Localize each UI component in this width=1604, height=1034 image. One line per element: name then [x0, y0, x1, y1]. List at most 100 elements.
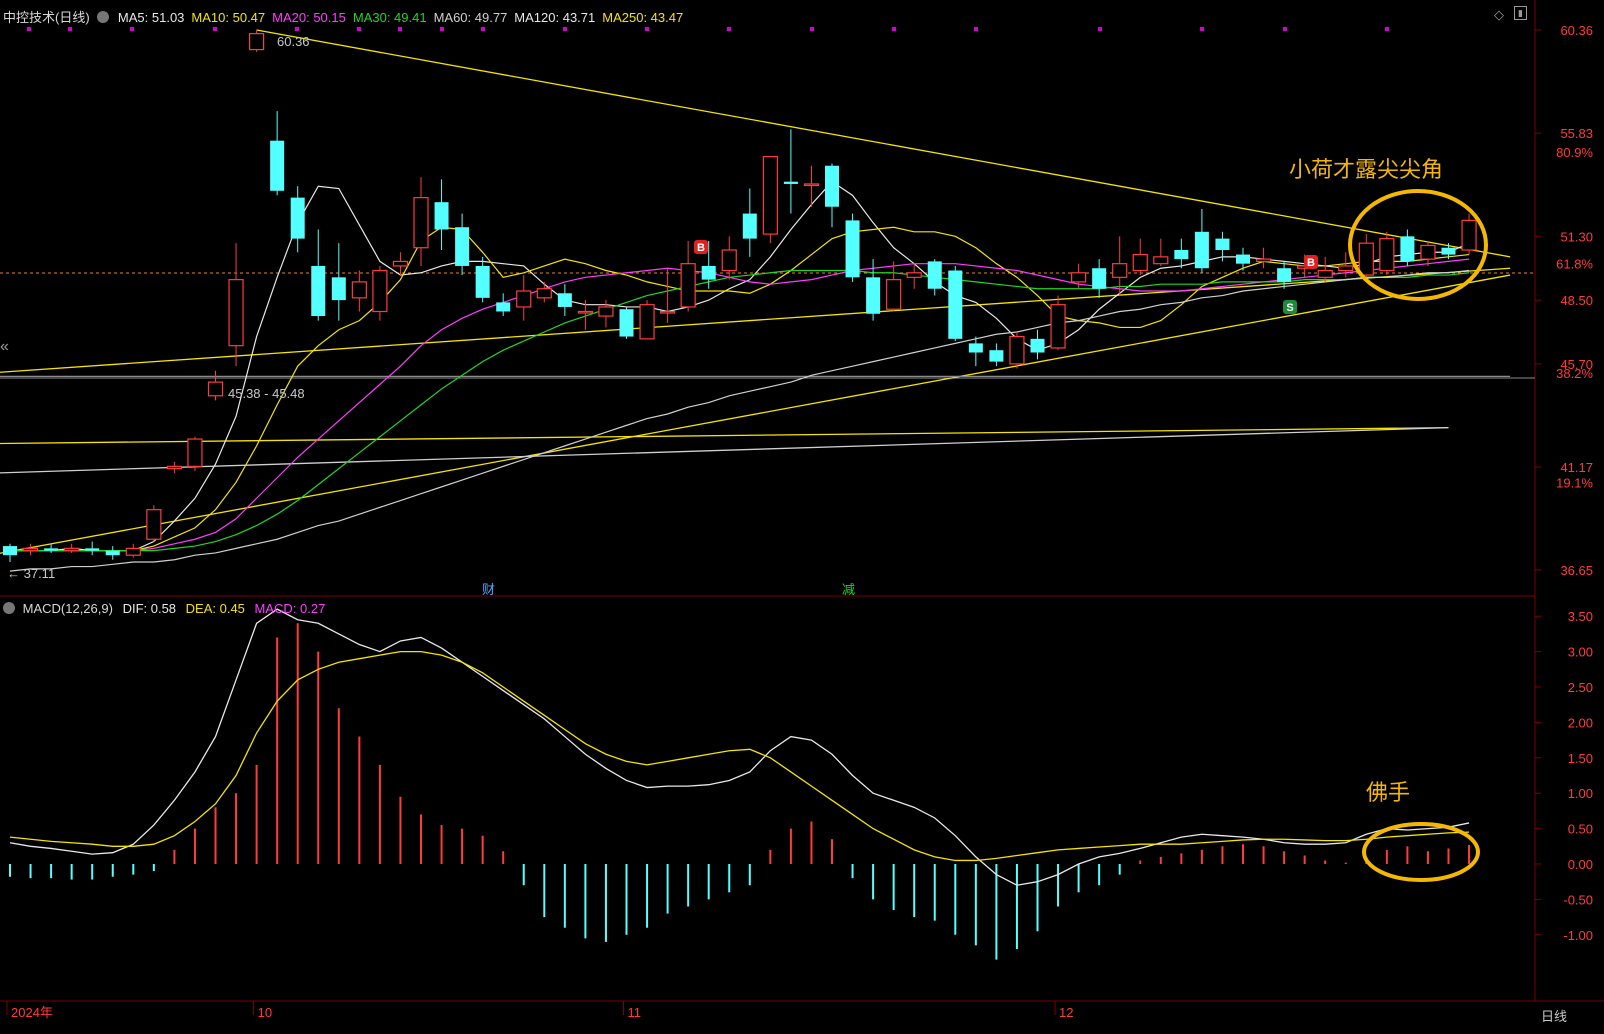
- gap-label: 45.38 - 45.48: [228, 386, 305, 401]
- candle[interactable]: [1174, 238, 1189, 269]
- candle[interactable]: [948, 265, 963, 342]
- candle[interactable]: [1277, 261, 1292, 289]
- candle[interactable]: [803, 165, 820, 207]
- candle[interactable]: [1050, 295, 1066, 351]
- candle[interactable]: [866, 259, 881, 321]
- candle[interactable]: [1461, 213, 1477, 255]
- candle[interactable]: [557, 284, 572, 317]
- trend-lines[interactable]: [0, 29, 1511, 555]
- candle[interactable]: [1112, 236, 1128, 296]
- candle[interactable]: [825, 163, 839, 228]
- candle[interactable]: [455, 213, 470, 276]
- diamond-icon[interactable]: ◇: [1494, 7, 1504, 22]
- candle[interactable]: [1092, 259, 1107, 298]
- trend-line[interactable]: [0, 427, 1449, 474]
- trend-line[interactable]: [0, 267, 1511, 373]
- trend-line[interactable]: [0, 274, 1511, 555]
- candle[interactable]: [906, 263, 922, 289]
- trend-line[interactable]: [256, 29, 1511, 258]
- candle[interactable]: [598, 300, 614, 328]
- candle[interactable]: [989, 343, 1004, 367]
- ma-legend-item: MA10: 50.47: [191, 10, 266, 25]
- candle[interactable]: [783, 129, 798, 214]
- candle[interactable]: [1236, 247, 1250, 271]
- candle[interactable]: [1009, 331, 1025, 369]
- candle[interactable]: [105, 546, 120, 560]
- candlesticks[interactable]: [3, 30, 1477, 563]
- candle[interactable]: [290, 186, 305, 253]
- candle[interactable]: [44, 543, 59, 553]
- candle[interactable]: [1030, 329, 1045, 360]
- fib-level-label: 19.1%: [1556, 475, 1593, 490]
- event-marker-jian[interactable]: 减: [842, 582, 855, 597]
- candle[interactable]: [1420, 240, 1436, 266]
- candle[interactable]: [1132, 238, 1148, 276]
- candle[interactable]: [125, 543, 141, 558]
- candle[interactable]: [228, 243, 244, 367]
- candle[interactable]: [207, 370, 224, 401]
- candle[interactable]: [721, 236, 737, 280]
- candle[interactable]: [1255, 247, 1272, 269]
- candle[interactable]: [270, 111, 285, 196]
- signal-s[interactable]: S: [1283, 300, 1297, 314]
- candle[interactable]: [372, 265, 388, 321]
- candle[interactable]: [413, 177, 429, 266]
- window-toggle-icon[interactable]: ▮: [1514, 6, 1527, 20]
- note-bottom: 佛手: [1366, 780, 1410, 805]
- candle[interactable]: [22, 543, 39, 556]
- candle[interactable]: [392, 252, 409, 276]
- candle[interactable]: [536, 281, 552, 303]
- candle[interactable]: [249, 30, 265, 52]
- candle[interactable]: [516, 275, 532, 321]
- candle[interactable]: [187, 436, 203, 471]
- candle[interactable]: [1194, 209, 1209, 273]
- signal-b-1[interactable]: B: [694, 240, 708, 254]
- candle[interactable]: [639, 300, 655, 340]
- candle[interactable]: [496, 293, 511, 317]
- candle[interactable]: [1153, 238, 1169, 266]
- candle[interactable]: [166, 461, 182, 474]
- candle[interactable]: [331, 243, 346, 321]
- candle[interactable]: [475, 256, 490, 303]
- candle[interactable]: [311, 229, 326, 321]
- candle[interactable]: [434, 179, 449, 251]
- candle[interactable]: [927, 259, 942, 296]
- ma-line-ma60: [9, 269, 1470, 572]
- candle[interactable]: [968, 336, 983, 367]
- candle[interactable]: [845, 213, 860, 282]
- candle[interactable]: [146, 505, 162, 542]
- candle[interactable]: [64, 543, 80, 553]
- candle[interactable]: [1338, 252, 1354, 278]
- candle[interactable]: [619, 306, 634, 339]
- stock-title[interactable]: 中控技术(日线): [3, 10, 90, 25]
- trend-line[interactable]: [0, 427, 1449, 445]
- candle[interactable]: [1379, 231, 1395, 276]
- candle[interactable]: [1215, 231, 1230, 262]
- signal-b-2[interactable]: B: [1304, 255, 1318, 269]
- candle[interactable]: [1441, 243, 1456, 260]
- dea-line: [9, 650, 1470, 862]
- collapse-left-icon[interactable]: «: [0, 338, 9, 355]
- candle[interactable]: [1070, 263, 1087, 289]
- candle[interactable]: [886, 261, 902, 312]
- candle[interactable]: [762, 156, 778, 244]
- candle[interactable]: [1317, 256, 1333, 282]
- candle[interactable]: [577, 300, 594, 330]
- period-button[interactable]: 日线: [1541, 1009, 1568, 1024]
- candle[interactable]: [1358, 234, 1374, 278]
- candle[interactable]: [1400, 229, 1415, 266]
- macd-toggle-icon[interactable]: [3, 602, 15, 614]
- candle[interactable]: [701, 240, 716, 289]
- candle[interactable]: [85, 541, 100, 556]
- candle[interactable]: [659, 268, 676, 323]
- event-marker-cai[interactable]: 财: [482, 582, 495, 597]
- candle[interactable]: [3, 543, 17, 563]
- candle[interactable]: [680, 240, 696, 312]
- svg-text:S: S: [1286, 302, 1293, 314]
- time-tick-label: 2024年: [11, 1005, 53, 1020]
- macd-name[interactable]: MACD(12,26,9): [22, 601, 113, 616]
- candle[interactable]: [351, 270, 367, 312]
- candle[interactable]: [742, 188, 757, 257]
- legend-toggle-icon[interactable]: [97, 11, 110, 23]
